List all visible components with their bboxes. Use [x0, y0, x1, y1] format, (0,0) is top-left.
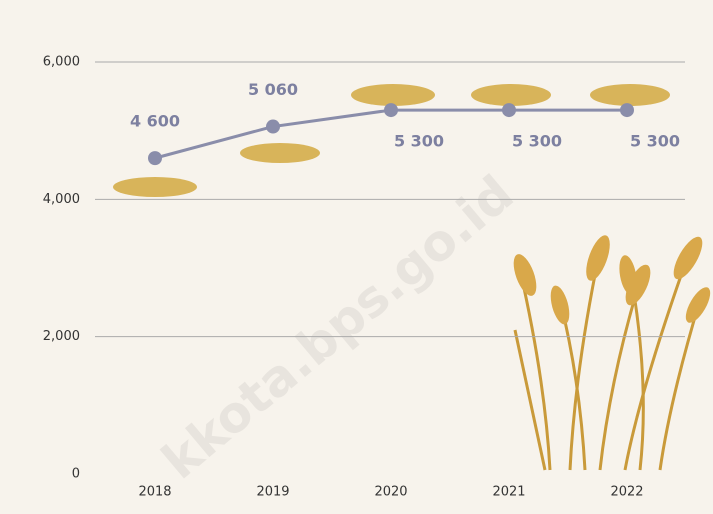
x-tick-label: 2018 [138, 485, 171, 500]
x-tick-label: 2022 [610, 485, 643, 500]
y-tick-label: 2,000 [43, 329, 80, 344]
x-tick-label: 2021 [492, 485, 525, 500]
wheat-illustration [513, 235, 711, 471]
data-label: 5 060 [248, 80, 298, 99]
y-tick-label: 0 [72, 467, 80, 482]
y-tick-label: 6,000 [43, 55, 80, 70]
x-tick-label: 2019 [256, 485, 289, 500]
grain-piles [113, 84, 670, 197]
y-tick-label: 4,000 [43, 192, 80, 207]
point [384, 103, 398, 118]
data-label: 5 300 [630, 132, 680, 151]
data-label: 5 300 [512, 132, 562, 151]
data-label: 4 600 [130, 112, 180, 131]
point [502, 103, 516, 118]
data-label: 5 300 [394, 132, 444, 151]
point [148, 151, 162, 166]
x-tick-label: 2020 [374, 485, 407, 500]
point [266, 119, 280, 134]
point [620, 103, 634, 118]
